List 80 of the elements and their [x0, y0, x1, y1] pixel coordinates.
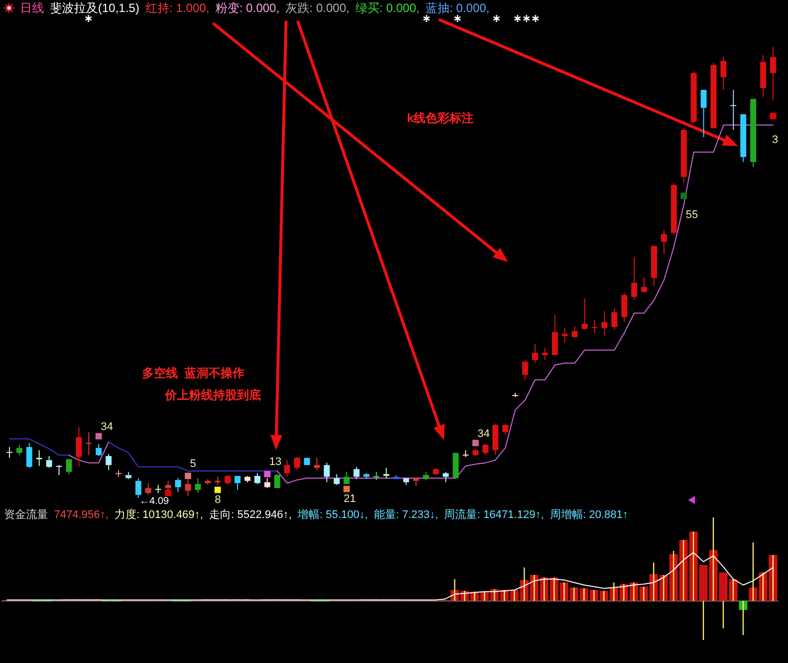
candlestick	[611, 308, 618, 330]
candlestick	[175, 478, 182, 493]
text: 绿买: 0.000,	[355, 1, 420, 15]
annotation: 周流量: 16471.129↑,	[444, 508, 544, 522]
annotation: 13	[269, 456, 282, 468]
candlestick	[106, 453, 112, 471]
candlestick	[601, 310, 608, 336]
candlestick	[552, 314, 558, 356]
candlestick	[522, 359, 528, 380]
point	[680, 192, 687, 200]
point	[343, 486, 350, 492]
annotation: 55	[686, 208, 698, 221]
point	[96, 433, 102, 440]
annotation: 8	[214, 494, 221, 506]
candlestick	[770, 46, 776, 101]
annotation: 走向: 5522.946↑,	[209, 508, 292, 522]
candlestick	[135, 478, 142, 498]
candlestick	[582, 298, 588, 330]
candlestick	[730, 89, 736, 130]
annotation: 21	[344, 492, 356, 505]
candlestick	[224, 474, 231, 486]
annotation: 力度: 10130.469↑,	[114, 508, 204, 522]
candlestick	[572, 326, 578, 338]
candlestick	[86, 432, 92, 456]
candlestick	[294, 456, 300, 471]
candlestick	[16, 444, 22, 456]
point	[214, 486, 221, 494]
candlestick	[344, 471, 350, 485]
candlestick	[660, 230, 667, 255]
annotation: 5	[190, 458, 196, 470]
candlestick	[264, 478, 270, 489]
candlestick	[46, 456, 52, 468]
point	[264, 470, 270, 478]
annotation: 周增幅: 20.881↑	[550, 508, 628, 522]
candlestick	[26, 442, 32, 468]
annotation: 3	[772, 134, 778, 146]
candlestick	[145, 482, 152, 496]
annotation: 34	[478, 428, 490, 440]
annotation: 增幅: 55.100↓,	[298, 508, 368, 522]
text: 蓝抽: 0.000,	[425, 1, 490, 15]
annotation: 34	[100, 421, 113, 434]
candlestick	[592, 319, 598, 334]
candlestick	[234, 475, 241, 490]
annotation: 价上粉线持股到底	[165, 388, 261, 402]
point	[184, 472, 192, 480]
candlestick	[621, 292, 628, 323]
chart-title: 日线	[20, 1, 44, 15]
candlestick	[66, 458, 72, 475]
candlestick	[274, 474, 280, 489]
annotation: k线色彩标注	[407, 111, 474, 125]
candlestick	[700, 89, 707, 138]
candlestick	[631, 256, 638, 301]
candlestick	[502, 424, 508, 436]
candlestick	[720, 56, 726, 90]
candlestick	[194, 478, 201, 494]
point	[164, 490, 172, 496]
candlestick	[641, 276, 648, 294]
candlestick	[354, 466, 360, 480]
candlestick	[324, 462, 330, 483]
text: 灰跌: 0.000,	[285, 1, 350, 15]
annotation: 能量: 7.233↓,	[374, 508, 438, 522]
text: 粉变: 0.000,	[215, 1, 280, 15]
candlestick	[96, 443, 102, 457]
candlestick	[442, 471, 449, 483]
candlestick	[532, 344, 538, 364]
candlestick	[284, 460, 290, 478]
chart-subtitle: 斐波拉及(10,1.5)	[50, 1, 140, 15]
annotation: 7474.956↑,	[54, 508, 108, 522]
candlestick	[314, 457, 320, 471]
candlestick	[76, 426, 82, 468]
candlestick	[482, 443, 488, 456]
annotation: ←4.09	[139, 496, 169, 507]
candlestick	[254, 472, 260, 485]
candlestick	[6, 446, 12, 458]
annotation: 多空线 蓝洞不操作	[142, 366, 245, 380]
text: 红持: 1.000,	[145, 1, 210, 15]
candlestick	[334, 474, 340, 486]
candlestick	[383, 467, 390, 479]
candlestick	[56, 464, 62, 476]
chart-title: 资金流量	[4, 508, 48, 522]
